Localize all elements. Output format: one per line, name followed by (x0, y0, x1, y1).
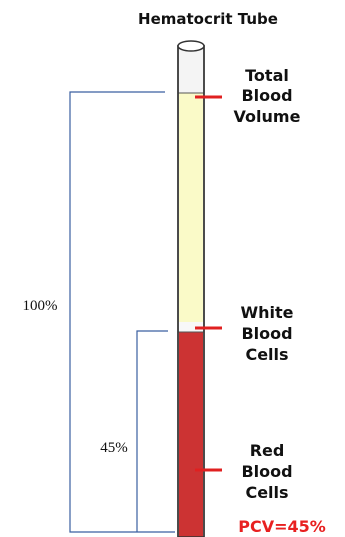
red-cells (179, 332, 203, 537)
label-line: Cells (245, 345, 288, 364)
bracket-45 (137, 331, 168, 532)
title: Hematocrit Tube (138, 10, 278, 28)
plasma (179, 93, 203, 322)
label-line: Red (250, 441, 285, 460)
label-line: Blood (241, 86, 292, 105)
label-line: Cells (245, 483, 288, 502)
pcv-label: PCV=45% (238, 517, 326, 536)
label-line: Volume (234, 107, 301, 126)
bracket-label: 100% (23, 298, 58, 314)
page: Hematocrit Tube 100% 45% Total Blood Vol… (0, 0, 345, 537)
label-line: Total (245, 66, 289, 85)
label-line: Blood (241, 324, 292, 343)
tube-top (178, 41, 204, 51)
bracket-label: 45% (100, 440, 128, 456)
label-line: White (240, 303, 293, 322)
diagram: Hematocrit Tube 100% 45% Total Blood Vol… (0, 0, 345, 537)
label-line: Blood (241, 462, 292, 481)
bracket-100 (70, 92, 175, 532)
